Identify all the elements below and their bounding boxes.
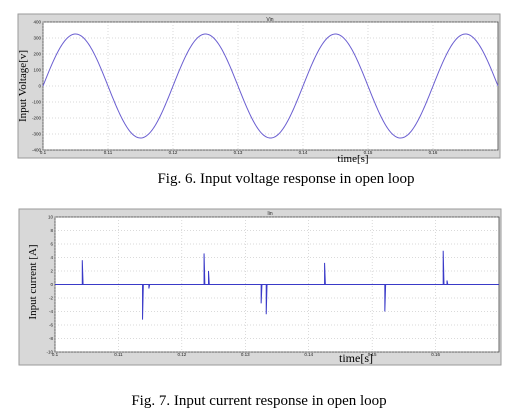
- current-y-ticks: 10 8 6 4 2 0 -2 -4 -6 -8 -10: [46, 215, 53, 355]
- y-tick-label: -4: [49, 309, 53, 314]
- y-tick-label: 400: [33, 20, 41, 25]
- y-tick-label: -200: [32, 116, 42, 121]
- x-tick-label: 0.14: [304, 352, 313, 357]
- y-tick-label: -10: [46, 350, 53, 355]
- x-tick-label: 0.15: [364, 150, 373, 155]
- x-tick-label: 0.13: [241, 352, 250, 357]
- x-tick-label: 0.16: [429, 150, 438, 155]
- y-tick-label: 0: [50, 282, 53, 287]
- x-tick-label: 0.12: [169, 150, 178, 155]
- y-tick-label: 300: [33, 36, 41, 41]
- voltage-figure-caption: Fig. 6. Input voltage response in open l…: [157, 171, 414, 187]
- voltage-plot-area: [42, 21, 499, 151]
- current-grid: [54, 216, 499, 353]
- voltage-y-ticks: 400 300 200 100 0 -100 -200 -300 -400: [32, 20, 42, 153]
- current-y-axis-label: Input current [A]: [27, 244, 39, 319]
- y-tick-label: 10: [48, 215, 54, 220]
- y-tick-label: -300: [32, 132, 42, 137]
- y-tick-label: 4: [50, 255, 53, 260]
- x-tick-label: 0.15: [368, 352, 377, 357]
- voltage-x-axis-label: time[s]: [337, 153, 368, 165]
- x-tick-label: 0.16: [431, 352, 440, 357]
- y-tick-label: 8: [50, 228, 53, 233]
- y-tick-label: -400: [32, 148, 42, 153]
- y-tick-label: 2: [50, 269, 53, 274]
- current-x-ticks: 0.1 0.11 0.12 0.13 0.14 0.15 0.16: [52, 352, 441, 357]
- x-tick-label: 0.12: [177, 352, 186, 357]
- voltage-x-ticks: 0.1 0.11 0.12 0.13 0.14 0.15 0.16: [40, 150, 438, 155]
- current-series-line: [55, 250, 499, 320]
- current-x-axis-label: time[s]: [339, 351, 373, 365]
- y-tick-label: 0: [38, 84, 41, 89]
- y-tick-label: 200: [33, 52, 41, 57]
- current-figure-caption: Fig. 7. Input current response in open l…: [131, 393, 386, 409]
- y-tick-label: 6: [50, 242, 53, 247]
- x-tick-label: 0.1: [40, 150, 47, 155]
- current-window-title: Iin: [267, 211, 273, 217]
- y-tick-label: 100: [33, 68, 41, 73]
- x-tick-label: 0.11: [104, 150, 113, 155]
- voltage-series-line: [42, 33, 499, 139]
- x-tick-label: 0.11: [114, 352, 123, 357]
- y-tick-label: -8: [49, 336, 53, 341]
- x-tick-label: 0.14: [299, 150, 308, 155]
- y-tick-label: -6: [49, 323, 53, 328]
- voltage-window-title: Vin: [266, 17, 273, 23]
- x-tick-label: 0.1: [52, 352, 59, 357]
- voltage-y-axis-label: Input Voltage[v]: [17, 50, 29, 122]
- y-tick-label: -100: [32, 100, 42, 105]
- y-tick-label: -2: [49, 296, 53, 301]
- x-tick-label: 0.13: [234, 150, 243, 155]
